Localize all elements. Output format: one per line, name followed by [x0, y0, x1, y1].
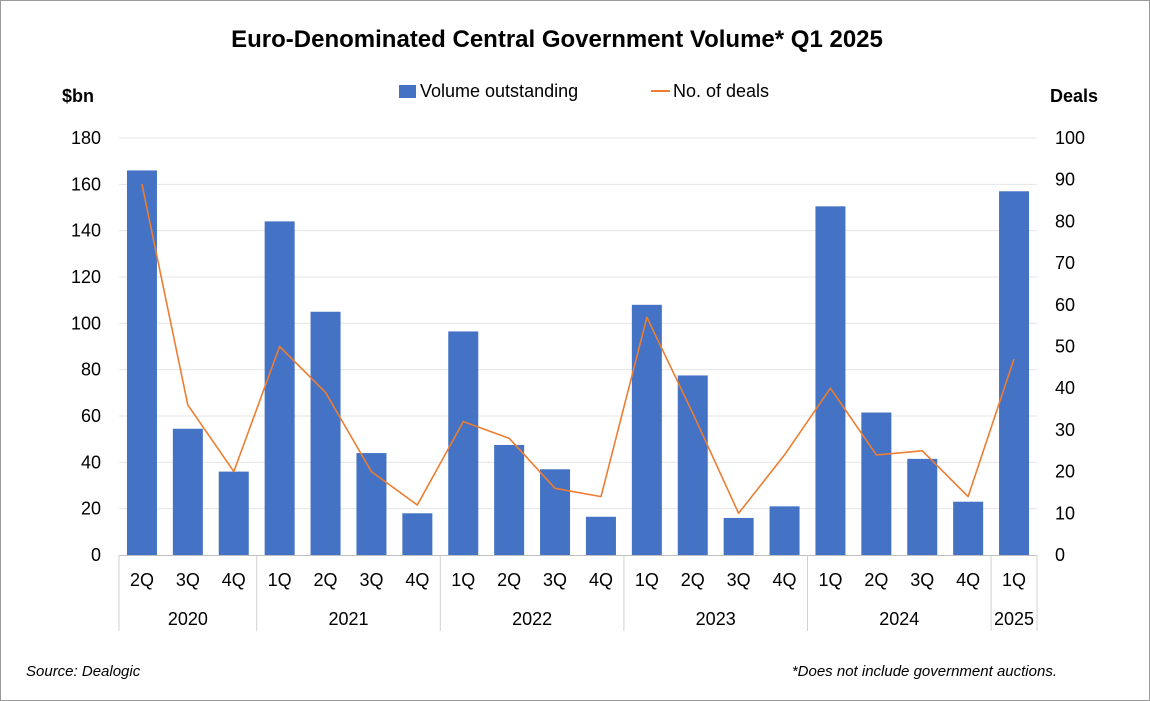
bar [126, 170, 157, 555]
bar [172, 428, 203, 555]
quarter-label: 4Q [773, 570, 797, 590]
quarter-label: 2Q [130, 570, 154, 590]
left-axis-unit: $bn [62, 86, 94, 106]
right-tick-label: 50 [1055, 337, 1075, 357]
year-label: 2022 [512, 609, 552, 629]
left-tick-label: 180 [71, 128, 101, 148]
bar [264, 221, 295, 555]
bar [815, 206, 846, 555]
quarter-label: 3Q [359, 570, 383, 590]
right-tick-label: 40 [1055, 378, 1075, 398]
left-tick-label: 60 [81, 406, 101, 426]
bar [494, 444, 525, 555]
bar [953, 501, 984, 555]
year-label: 2025 [994, 609, 1034, 629]
quarter-label: 1Q [1002, 570, 1026, 590]
year-label: 2021 [328, 609, 368, 629]
x-axis: 2Q 3Q 4Q 1Q 2Q 3Q 4Q 1Q 2Q 3Q 4Q 1Q 2Q 3Q 4Q 1Q 2Q 3Q 4Q 1Q… [118, 555, 1038, 631]
year-label: 2020 [168, 609, 208, 629]
left-tick-label: 20 [81, 499, 101, 519]
quarter-label: 4Q [222, 570, 246, 590]
footnote: *Does not include government auctions. [792, 663, 1057, 680]
right-tick-label: 10 [1055, 503, 1075, 523]
bar [356, 453, 387, 555]
year-label: 2023 [696, 609, 736, 629]
quarter-label: 4Q [405, 570, 429, 590]
bar [310, 311, 341, 555]
quarter-label: 2Q [497, 570, 521, 590]
right-tick-label: 20 [1055, 462, 1075, 482]
left-tick-label: 120 [71, 267, 101, 287]
bar [999, 191, 1030, 556]
left-tick-label: 140 [71, 221, 101, 241]
left-tick-label: 0 [91, 545, 101, 565]
left-tick-label: 100 [71, 313, 101, 333]
quarter-label: 3Q [910, 570, 934, 590]
legend-label-deals: No. of deals [673, 81, 769, 101]
quarter-label: 4Q [589, 570, 613, 590]
left-tick-label: 160 [71, 174, 101, 194]
deals-line [141, 183, 1015, 515]
bar [861, 412, 892, 555]
bar [723, 517, 754, 555]
quarter-label: 3Q [543, 570, 567, 590]
right-tick-label: 60 [1055, 295, 1075, 315]
bar [448, 331, 479, 555]
quarter-label: 4Q [956, 570, 980, 590]
right-tick-label: 30 [1055, 420, 1075, 440]
bar [585, 516, 616, 555]
year-label: 2024 [879, 609, 919, 629]
right-axis-unit: Deals [1050, 86, 1098, 106]
right-tick-label: 0 [1055, 545, 1065, 565]
quarter-label: 1Q [451, 570, 475, 590]
quarter-label: 1Q [818, 570, 842, 590]
source-note: Source: Dealogic [26, 663, 141, 680]
bar [540, 469, 571, 555]
quarter-label: 2Q [314, 570, 338, 590]
bars [126, 170, 1030, 556]
right-tick-label: 100 [1055, 128, 1085, 148]
bar [769, 506, 800, 555]
right-tick-label: 80 [1055, 211, 1075, 231]
quarter-label: 3Q [727, 570, 751, 590]
bar [907, 458, 938, 555]
quarter-label: 1Q [635, 570, 659, 590]
legend-label-volume: Volume outstanding [420, 81, 578, 101]
bar [402, 513, 433, 555]
bar [677, 375, 708, 555]
right-axis-ticks: 0 10 20 30 40 50 60 70 80 90 100 [1055, 128, 1085, 565]
quarter-label: 2Q [681, 570, 705, 590]
left-tick-label: 40 [81, 452, 101, 472]
left-axis-ticks: 0 20 40 60 80 100 120 140 160 180 [71, 128, 101, 565]
bar [631, 304, 662, 555]
legend: Volume outstanding No. of deals [399, 81, 769, 101]
right-tick-label: 70 [1055, 253, 1075, 273]
quarter-label: 3Q [176, 570, 200, 590]
deals-line-layer [141, 183, 1015, 515]
quarter-label: 2Q [864, 570, 888, 590]
quarter-label: 1Q [268, 570, 292, 590]
chart-title: Euro-Denominated Central Government Volu… [231, 26, 883, 53]
right-tick-label: 90 [1055, 170, 1075, 190]
bar [218, 471, 249, 555]
legend-swatch-volume [399, 85, 416, 98]
left-tick-label: 80 [81, 360, 101, 380]
